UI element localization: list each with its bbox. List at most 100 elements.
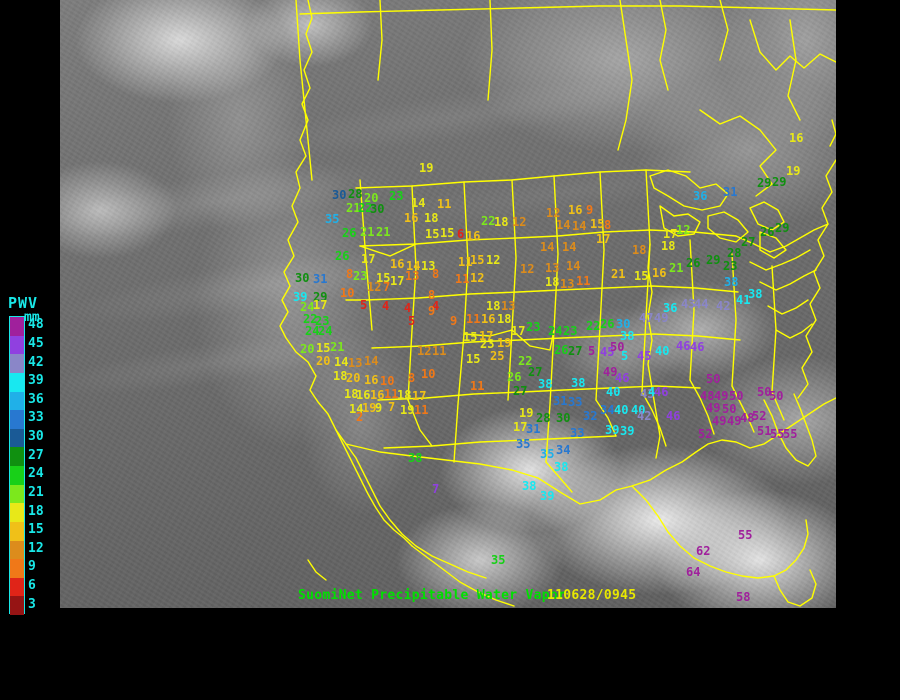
pwv-value: 26 — [335, 249, 350, 263]
pwv-value: 17 — [361, 252, 376, 266]
legend-label: 39 — [28, 373, 44, 389]
pwv-value: 21 — [360, 225, 375, 239]
legend-swatch — [10, 335, 24, 355]
satellite-map-panel[interactable]: 19 30 28 20 23 14 11 21 22 30 35 16 18 22 18 12 26 21 21 15… — [60, 0, 836, 608]
product-title: SuomiNet Precipitable Water Vapor — [298, 588, 567, 603]
pwv-value: 11 — [470, 379, 485, 393]
pwv-value: 27 — [568, 344, 583, 358]
pwv-value: 19 — [400, 403, 415, 417]
pwv-value: 33 — [570, 426, 585, 440]
pwv-value: 31 — [723, 185, 738, 199]
legend-swatch — [10, 410, 24, 429]
pwv-value: 14 — [411, 196, 426, 210]
pwv-value: 4 — [404, 301, 412, 315]
pwv-value: 2 — [356, 410, 364, 424]
pwv-value: 15 — [463, 330, 478, 344]
pwv-value: 29 — [775, 221, 790, 235]
legend-swatch — [10, 540, 24, 560]
pwv-value: 34 — [556, 443, 571, 457]
pwv-value: 14 — [334, 355, 349, 369]
pwv-value: 38 — [620, 329, 635, 343]
pwv-value: 15 — [425, 227, 440, 241]
pwv-value: 13 — [560, 277, 575, 291]
pwv-value: 50 — [729, 389, 744, 403]
pwv-value: 19 — [497, 336, 512, 350]
pwv-value: 50 — [757, 385, 772, 399]
legend-swatch — [10, 317, 24, 336]
pwv-value: 28 — [536, 411, 551, 425]
pwv-value: 47 — [639, 311, 654, 325]
pwv-value: 38 — [538, 377, 553, 391]
pwv-value: 14 — [562, 240, 577, 254]
pwv-value: 40 — [614, 403, 629, 417]
pwv-value: 35 — [491, 553, 506, 567]
pwv-value: 15 — [316, 341, 331, 355]
legend-swatch — [10, 391, 24, 411]
pwv-value: 26 — [342, 226, 357, 240]
pwv-value: 19 — [519, 406, 534, 420]
pwv-value: 8 — [428, 288, 436, 302]
pwv-value: 50 — [706, 372, 721, 386]
pwv-value: 41 — [736, 293, 751, 307]
pwv-value: 44 — [694, 297, 709, 311]
pwv-value: 17 — [412, 389, 427, 403]
pwv-value: 18 — [486, 299, 501, 313]
pwv-value: 38 — [724, 275, 739, 289]
pwv-value: 17 — [511, 324, 526, 338]
pwv-value: 30 — [295, 271, 310, 285]
pwv-value: 46 — [666, 409, 681, 423]
pwv-value: 26 — [554, 343, 569, 357]
pwv-value: 31 — [526, 422, 541, 436]
pwv-value: 38 — [748, 287, 763, 301]
pwv-value: 46 — [654, 385, 669, 399]
pwv-value: 15 — [590, 217, 605, 231]
pwv-value: 30 — [616, 317, 631, 331]
pwv-value: 19 — [362, 401, 377, 415]
legend-label: 18 — [28, 503, 44, 519]
pwv-value: 14 — [572, 219, 587, 233]
pwv-value: 34 — [600, 403, 615, 417]
legend-swatch — [10, 503, 24, 522]
legend-swatch — [10, 428, 24, 448]
pwv-value: 17 — [596, 232, 611, 246]
pwv-value: 16 — [364, 373, 379, 387]
pwv-value: 36 — [693, 189, 708, 203]
legend-label: 48 — [28, 317, 44, 333]
legend-swatch — [10, 372, 24, 392]
pwv-value: 16 — [652, 266, 667, 280]
pwv-value: 35 — [325, 212, 340, 226]
pwv-value: 14 — [566, 259, 581, 273]
pwv-value: 14 — [406, 259, 421, 273]
pwv-value: 8 — [432, 267, 440, 281]
pwv-value: 38 — [554, 460, 569, 474]
pwv-value: 49 — [727, 414, 742, 428]
pwv-value: 45 — [637, 349, 652, 363]
pwv-value: 13 — [421, 259, 436, 273]
pwv-value: 49 — [706, 401, 721, 415]
pwv-value: 20 — [346, 371, 361, 385]
pwv-value: 17 — [513, 420, 528, 434]
pwv-value: 11 — [576, 274, 591, 288]
legend-label: 3 — [28, 596, 36, 612]
pwv-value: 15 — [376, 271, 391, 285]
pwv-value: 21 — [346, 201, 361, 215]
legend-label: 15 — [28, 522, 44, 538]
pwv-value: 46 — [676, 339, 691, 353]
pwv-value: 25 — [490, 349, 505, 363]
pwv-value: 14 — [556, 218, 571, 232]
pwv-value: 23 — [723, 259, 738, 273]
pwv-value: 22 — [358, 201, 373, 215]
pwv-value: 42 — [637, 409, 652, 423]
pwv-value: 16 — [390, 257, 405, 271]
pwv-value: 16 — [789, 131, 804, 145]
legend-color-bar — [9, 316, 25, 615]
pwv-value: 12 — [367, 280, 382, 294]
pwv-value: 24 — [548, 324, 563, 338]
pwv-value: 4 — [648, 385, 656, 399]
pwv-value: 9 — [375, 401, 383, 415]
pwv-value: 17 — [479, 329, 494, 343]
pwv-value: 50 — [610, 340, 625, 354]
pwv-value: 21 — [330, 340, 345, 354]
pwv-value: 39 — [605, 423, 620, 437]
pwv-value: 13 — [405, 269, 420, 283]
